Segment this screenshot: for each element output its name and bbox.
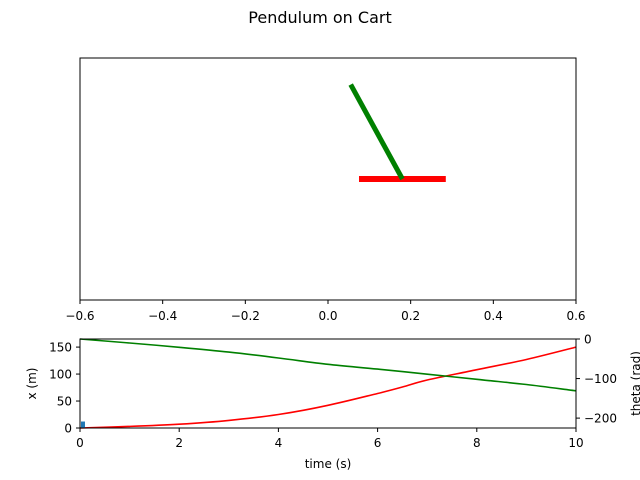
timeseries-panel: 0 2 4 6 8 10 0 50 100 150 −200 −100 0 time (s) x (…: [25, 333, 640, 472]
timeseries-y-ticks-left: 0 50 100 150: [49, 341, 80, 436]
timeseries-y-tick-label-left: 150: [49, 341, 72, 355]
figure-title: Pendulum on Cart: [248, 8, 391, 27]
timeseries-y-tick-label-right: 0: [584, 333, 592, 347]
animation-x-tick-label: −0.4: [148, 309, 177, 323]
animation-x-tick-label: 0.4: [484, 309, 503, 323]
pendulum-line: [348, 83, 405, 181]
animation-x-tick-label: −0.6: [65, 309, 94, 323]
timeseries-x-tick-label: 4: [275, 436, 283, 450]
animation-marks: [348, 83, 446, 182]
timeseries-x-tick-label: 2: [175, 436, 183, 450]
animation-x-ticks: −0.6 −0.4 −0.2 0.0 0.2 0.4 0.6: [65, 300, 586, 323]
animation-x-tick-label: 0.6: [566, 309, 585, 323]
timeseries-y-tick-label-left: 50: [57, 395, 72, 409]
timeseries-x-tick-label: 6: [374, 436, 382, 450]
timeseries-y-tick-label-right: −100: [584, 372, 617, 386]
animation-axes-frame: [79, 57, 577, 301]
x-series-line: [79, 346, 577, 429]
animation-x-tick-label: 0.0: [318, 309, 337, 323]
timeseries-marks: [79, 338, 577, 429]
animation-panel: −0.6 −0.4 −0.2 0.0 0.2 0.4 0.6: [65, 57, 586, 323]
time-marker-bar: [80, 421, 85, 428]
timeseries-x-axis-label: time (s): [305, 457, 352, 471]
theta-series-line: [79, 338, 577, 392]
timeseries-x-tick-label: 8: [473, 436, 481, 450]
timeseries-axes-frame: [79, 338, 577, 429]
timeseries-x-tick-label: 0: [76, 436, 84, 450]
timeseries-x-ticks: 0 2 4 6 8 10: [76, 428, 584, 450]
timeseries-y-axis-label-left: x (m): [25, 368, 39, 400]
timeseries-y-axis-label-right: theta (rad): [629, 351, 640, 416]
animation-x-tick-label: 0.2: [401, 309, 420, 323]
timeseries-x-tick-label: 10: [568, 436, 583, 450]
timeseries-y-tick-label-left: 0: [64, 422, 72, 436]
timeseries-y-ticks-right: −200 −100 0: [576, 333, 617, 426]
timeseries-axes-background: [80, 339, 576, 428]
timeseries-y-tick-label-left: 100: [49, 368, 72, 382]
timeseries-y-tick-label-right: −200: [584, 412, 617, 426]
animation-x-tick-label: −0.2: [231, 309, 260, 323]
